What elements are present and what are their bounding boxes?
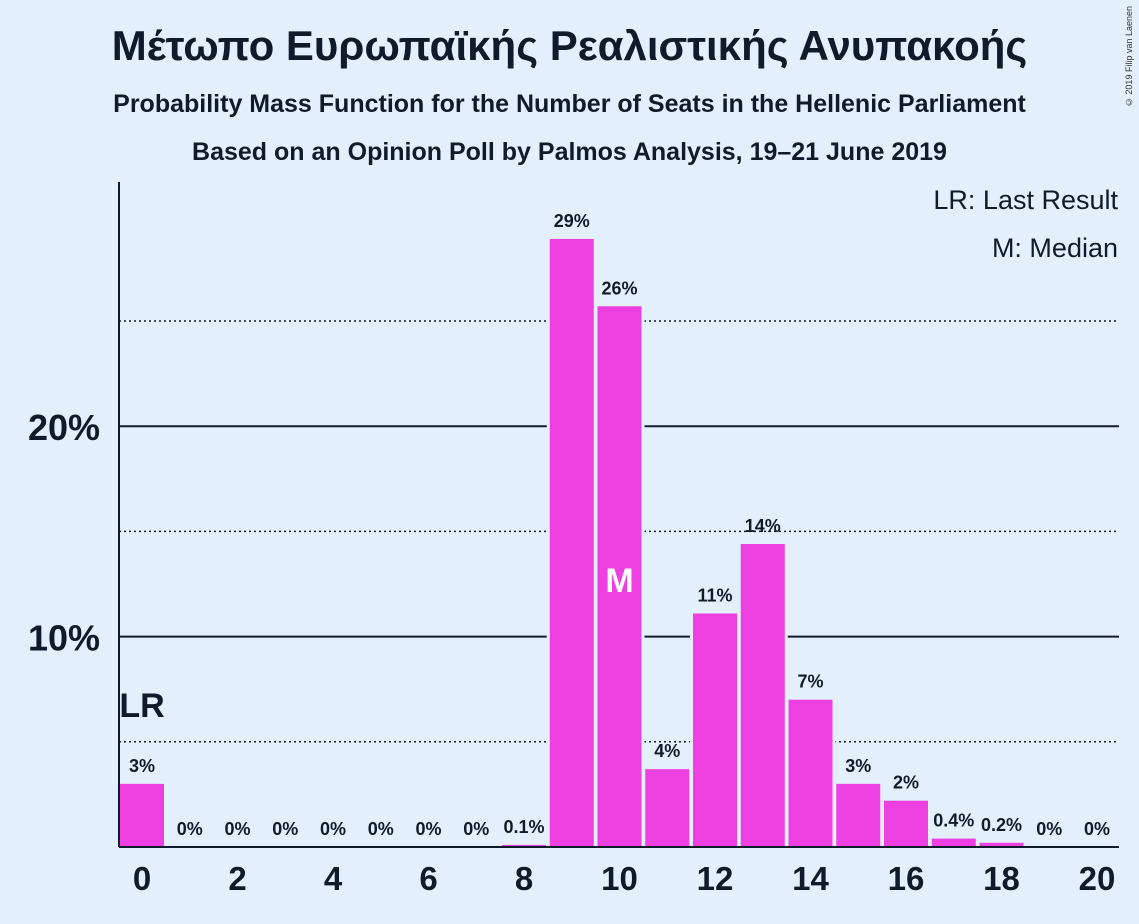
bar: [884, 800, 928, 847]
x-tick-label: 10: [601, 860, 638, 897]
x-tick-label: 2: [228, 860, 246, 897]
bar-value-label: 0%: [415, 819, 441, 839]
y-tick-label: 10%: [28, 618, 100, 659]
x-tick-label: 12: [697, 860, 734, 897]
bar-value-label: 0.4%: [933, 811, 974, 831]
bar: [740, 544, 785, 847]
x-tick-label: 16: [888, 860, 925, 897]
bar-value-label: 0%: [177, 819, 203, 839]
x-tick-label: 4: [324, 860, 343, 897]
bar-value-label: 26%: [601, 278, 637, 298]
bar-value-label: 2%: [893, 773, 919, 793]
bar: [597, 306, 642, 848]
bar-value-label: 11%: [697, 585, 732, 605]
bar-value-label: 0.1%: [503, 817, 544, 837]
chart-subtitle-source: Based on an Opinion Poll by Palmos Analy…: [192, 138, 947, 166]
x-tick-label: 20: [1079, 860, 1116, 897]
last-result-marker: LR: [119, 687, 164, 725]
chart-title: Μέτωπο Ευρωπαϊκής Ρεαλιστικής Ανυπακοής: [111, 22, 1028, 69]
bar-labels: 3% 0% 0% 0% 0% 0% 0% 0% 0.1% 29% 26% 4% 11% 14% 7% 3% 2%…: [119, 211, 1110, 839]
bar-value-label: 4%: [654, 741, 680, 761]
bar: [836, 783, 881, 847]
x-tick-label: 6: [419, 860, 437, 897]
bar-value-label: 0.2%: [981, 815, 1022, 835]
bar-value-label: 7%: [797, 672, 823, 692]
legend-median: M: Median: [992, 233, 1118, 263]
bar: [549, 238, 594, 848]
bar: [693, 613, 737, 847]
x-tick-label: 8: [515, 860, 533, 897]
x-tick-label: 18: [983, 860, 1020, 897]
bar: [788, 699, 833, 847]
bar: [645, 769, 690, 847]
bar: [979, 842, 1024, 847]
bar: [120, 783, 164, 847]
x-tick-label: 14: [792, 860, 829, 897]
bar-value-label: 0%: [368, 819, 394, 839]
bar-value-label: 0%: [272, 819, 298, 839]
bar-value-label: 0%: [224, 819, 250, 839]
bar: [931, 838, 976, 847]
bar-value-label: 0%: [1084, 819, 1110, 839]
x-tick-label: 0: [133, 860, 151, 897]
bar-value-label: 3%: [129, 756, 155, 776]
bar: [502, 844, 546, 847]
bar-value-label: 29%: [554, 211, 590, 231]
legend-last-result: LR: Last Result: [933, 185, 1118, 215]
median-marker: M: [605, 562, 633, 600]
bars: [117, 235, 1027, 848]
y-tick-label: 20%: [28, 407, 100, 448]
bar-value-label: 14%: [745, 516, 781, 536]
bar-value-label: 0%: [320, 819, 346, 839]
bar-halo: [499, 841, 549, 847]
chart-subtitle: Probability Mass Function for the Number…: [113, 90, 1026, 118]
axes: 0 2 4 6 8 10 12 14 16 18 20 10% 20%: [28, 182, 1119, 897]
bar-value-label: 0%: [463, 819, 489, 839]
bar-value-label: 3%: [845, 756, 871, 776]
bar-value-label: 0%: [1036, 819, 1062, 839]
